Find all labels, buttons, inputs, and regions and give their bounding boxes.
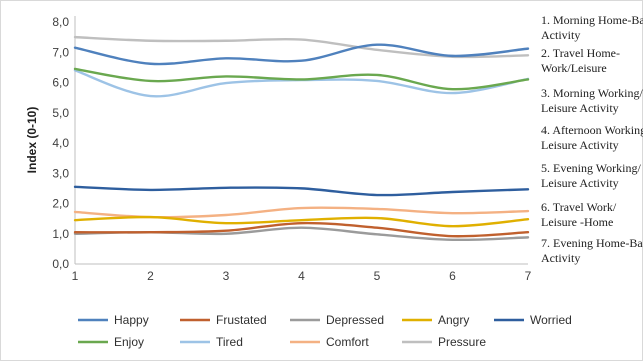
y-tick-label: 6,0 — [52, 76, 69, 90]
series-lines — [73, 35, 530, 242]
x-tick-label: 7 — [525, 269, 532, 283]
annotation-line: 4. Afternoon Working/ — [541, 123, 643, 137]
y-tick-label: 8,0 — [52, 15, 69, 29]
legend-label-comfort: Comfort — [326, 335, 369, 349]
annotation-line: 3. Morning Working/ — [541, 86, 643, 100]
y-tick-label: 4,0 — [52, 136, 69, 150]
series-line-pressure — [73, 35, 530, 59]
axes — [74, 16, 528, 265]
x-tick-label: 4 — [298, 269, 305, 283]
annotation-line: Leisure Activity — [541, 101, 619, 115]
annotation-line: Leisure Activity — [541, 176, 619, 190]
legend: Happy Frustated Depressed Angry Worried Enjoy… — [78, 313, 572, 349]
annotation-line: 1. Morning Home-Based — [541, 13, 643, 27]
y-tick-label: 1,0 — [52, 227, 69, 241]
series-line-depressed — [73, 226, 530, 242]
y-tick-label: 0,0 — [52, 257, 69, 271]
legend-label-tired: Tired — [216, 335, 243, 349]
y-tick-label: 7,0 — [52, 45, 69, 59]
legend-label-angry: Angry — [438, 313, 469, 327]
series-line-comfort — [73, 206, 530, 219]
legend-label-depressed: Depressed — [326, 313, 384, 327]
x-tick-label: 1 — [72, 269, 79, 283]
y-tick-labels: 0,0 1,0 2,0 3,0 4,0 5,0 6,0 7,0 8,0 — [52, 15, 69, 271]
x-tick-label: 2 — [147, 269, 154, 283]
annotation-line: 2. Travel Home- — [541, 46, 620, 60]
annotation-line: 5. Evening Working/ — [541, 161, 641, 175]
activity-annotations: 1. Morning Home-BasedActivity2. Travel H… — [541, 13, 643, 265]
annotation-line: Work/Leisure — [541, 61, 607, 75]
legend-label-happy: Happy — [114, 313, 149, 327]
annotation-line: Activity — [541, 251, 580, 265]
series-line-worried — [73, 185, 530, 197]
x-tick-labels: 1 2 3 4 5 6 7 — [72, 269, 532, 283]
x-tick-label: 5 — [374, 269, 381, 283]
annotation-line: 6. Travel Work/ — [541, 200, 617, 214]
series-line-angry — [73, 215, 530, 228]
annotation-line: 7. Evening Home-Based — [541, 236, 643, 250]
legend-label-worried: Worried — [530, 313, 572, 327]
series-line-tired — [73, 69, 530, 98]
y-tick-label: 3,0 — [52, 166, 69, 180]
legend-label-enjoy: Enjoy — [114, 335, 144, 349]
annotation-line: Leisure -Home — [541, 215, 613, 229]
annotation-line: Leisure Activity — [541, 138, 619, 152]
y-tick-label: 2,0 — [52, 197, 69, 211]
y-axis-label: Index (0-10) — [25, 107, 39, 174]
legend-label-pressure: Pressure — [438, 335, 486, 349]
legend-label-frustated: Frustated — [216, 313, 267, 327]
annotation-line: Activity — [541, 28, 580, 42]
series-line-happy — [73, 43, 530, 66]
series-line-enjoy — [73, 67, 530, 91]
x-tick-label: 6 — [449, 269, 456, 283]
y-tick-label: 5,0 — [52, 106, 69, 120]
x-tick-label: 3 — [223, 269, 230, 283]
series-line-frustated — [73, 221, 530, 238]
